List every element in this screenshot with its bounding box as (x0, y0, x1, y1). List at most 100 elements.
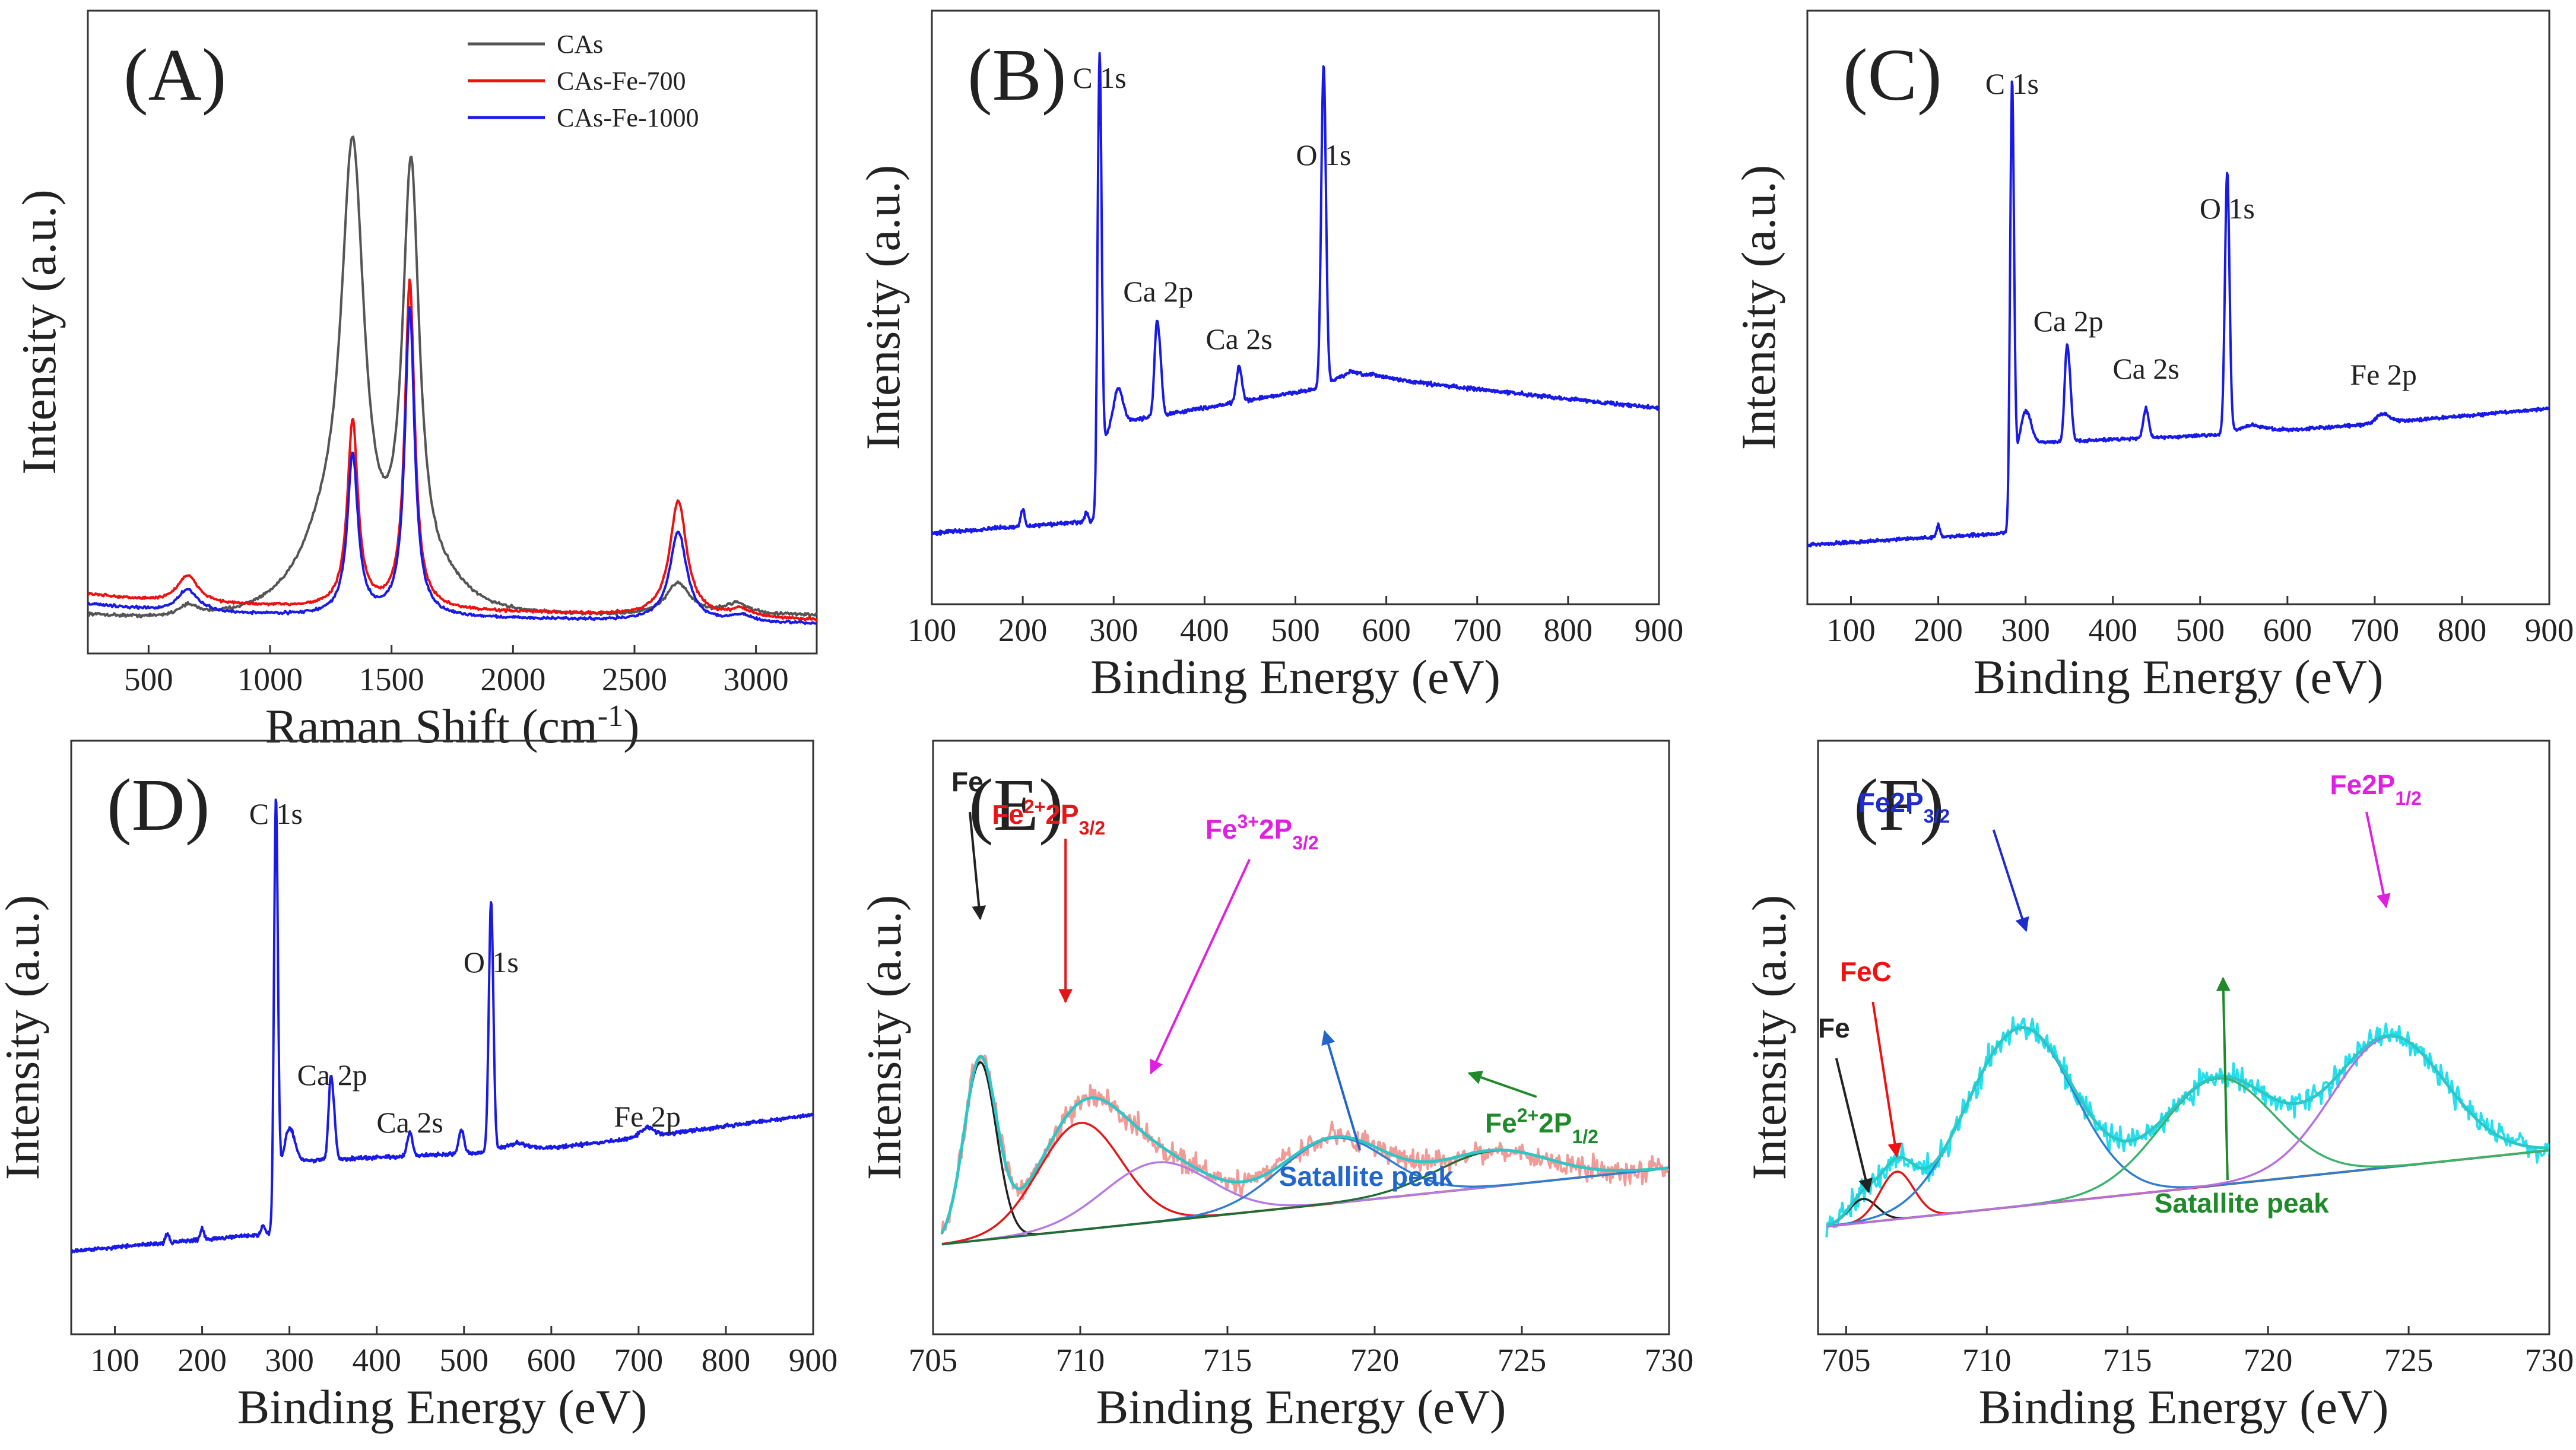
annotation-arrow (1992, 829, 2029, 932)
x-tick-label: 720 (1350, 1342, 1400, 1378)
panel-f: 705 710 715 720 725 730 Binding Energy (eV) Int… (1742, 740, 2574, 1434)
x-tick-label: 500 (2176, 612, 2225, 648)
panel-c: 100 200 300 400 500 600 700 800 900 Binding Energ… (1731, 9, 2574, 704)
panel-a: 500 1000 1500 2000 2500 3000 Raman Shift (cm-1… (12, 9, 818, 753)
axes-frame (1817, 740, 2550, 1335)
panel-label: (F) (1854, 764, 1944, 846)
x-axis-label: Binding Energy (eV) (1979, 1380, 2389, 1434)
panel-label: (B) (967, 34, 1067, 116)
x-tick-label: 715 (2103, 1342, 2152, 1378)
peak-label: Ca 2s (376, 1106, 443, 1139)
x-tick-label: 600 (2263, 612, 2312, 648)
x-tick-label: 500 (440, 1342, 489, 1378)
fit-peak-label: Fe2+2P1/2 (1485, 1105, 1598, 1147)
series-survey (71, 798, 813, 1254)
series-cas-fe-1000 (88, 306, 817, 626)
annotation-arrow (1321, 1030, 1362, 1151)
panel-label: (E) (969, 764, 1064, 846)
legend-entry: CAs-Fe-700 (557, 66, 686, 96)
x-tick-label: 600 (527, 1342, 576, 1378)
x-tick-label: 730 (1645, 1342, 1694, 1378)
series-cas-fe-700 (88, 278, 817, 621)
peak-label: O 1s (1296, 138, 1351, 172)
axes-frame (932, 740, 1670, 1335)
annotation-arrow (1871, 1001, 1902, 1158)
fit-peak-label: Fe (951, 766, 984, 797)
y-axis-label: Intensity (a.u.) (857, 895, 911, 1180)
peak-label: O 1s (464, 945, 519, 979)
panel-d: 100 200 300 400 500 600 700 800 900 Binding Energ… (0, 740, 838, 1434)
x-tick-label: 500 (1271, 612, 1320, 648)
series-survey (932, 52, 1659, 537)
x-tick-label: 1000 (237, 661, 303, 697)
axes-frame (70, 740, 814, 1335)
panel-label: (A) (123, 34, 227, 116)
fit-peak-label: Fe3+2P3/2 (1205, 811, 1319, 853)
x-tick-label: 100 (1826, 612, 1876, 648)
peak-label: Ca 2p (2033, 304, 2104, 338)
x-tick-label: 710 (1056, 1342, 1105, 1378)
panel-label: (C) (1843, 34, 1942, 116)
annotation-arrow (1835, 1058, 1873, 1194)
x-axis-label: Binding Energy (eV) (1974, 650, 2384, 704)
x-tick-label: 400 (2088, 612, 2137, 648)
x-tick-label: 2500 (602, 661, 667, 697)
x-tick-label: 725 (1498, 1342, 1547, 1378)
fit-peak-label: Satallite peak (2155, 1188, 2329, 1219)
x-tick-label: 705 (909, 1342, 958, 1378)
series-envelope (940, 1055, 1668, 1234)
x-tick-label: 725 (2384, 1342, 2434, 1378)
x-tick-label: 400 (352, 1342, 401, 1378)
x-tick-label: 100 (908, 612, 957, 648)
x-axis-label: Binding Energy (eV) (1090, 650, 1500, 704)
y-axis-label: Intensity (a.u.) (1731, 165, 1785, 450)
x-tick-label: 500 (124, 661, 173, 697)
legend-entry: CAs (557, 30, 603, 59)
x-tick-label: 700 (1453, 612, 1502, 648)
x-axis-label: Binding Energy (eV) (237, 1380, 648, 1434)
x-tick-label: 1500 (359, 661, 424, 697)
x-tick-label: 200 (177, 1342, 227, 1378)
x-tick-label: 600 (1362, 612, 1411, 648)
x-tick-label: 730 (2525, 1342, 2574, 1378)
y-axis-label: Intensity (a.u.) (0, 895, 49, 1180)
fit-peak-label: Fe2P1/2 (2330, 769, 2421, 809)
legend: CAs CAs-Fe-700 CAs-Fe-1000 (468, 30, 699, 132)
annotation-arrow (1150, 859, 1251, 1075)
panel-label: (D) (107, 764, 210, 846)
legend-entry: CAs-Fe-1000 (557, 103, 699, 132)
peak-label: Ca 2p (1123, 275, 1193, 308)
series-survey (1807, 80, 2549, 548)
annotation-arrow (969, 811, 986, 921)
x-tick-label: 900 (2525, 612, 2574, 648)
x-tick-label: 705 (1822, 1342, 1871, 1378)
peak-label: C 1s (249, 797, 303, 830)
y-axis-label: Intensity (a.u.) (12, 189, 66, 474)
peak-label: C 1s (1073, 61, 1126, 94)
x-tick-label: 100 (90, 1342, 139, 1378)
x-tick-label: 715 (1203, 1342, 1252, 1378)
x-tick-label: 300 (265, 1342, 314, 1378)
y-axis-label: Intensity (a.u.) (856, 165, 910, 450)
x-tick-label: 300 (1089, 612, 1138, 648)
peak-label: Ca 2s (2112, 352, 2180, 385)
x-tick-label: 800 (2438, 612, 2487, 648)
x-tick-label: 200 (1914, 612, 1963, 648)
x-tick-label: 720 (2244, 1342, 2293, 1378)
fit-peak-label: Fe2P3/2 (1858, 787, 1950, 827)
x-tick-label: 700 (614, 1342, 664, 1378)
y-axis-label: Intensity (a.u.) (1742, 895, 1796, 1180)
series-envelope (1826, 1026, 2549, 1227)
axes-frame (87, 9, 818, 655)
x-tick-label: 900 (789, 1342, 838, 1378)
x-tick-label: 400 (1180, 612, 1229, 648)
axes-frame (1806, 9, 2550, 605)
x-tick-label: 200 (998, 612, 1048, 648)
annotation-arrow (1467, 1070, 1537, 1098)
x-tick-label: 700 (2350, 612, 2400, 648)
fit-peak-label: Fe (1818, 1013, 1850, 1043)
peak-label: Fe 2p (2350, 358, 2417, 391)
series-cas (88, 135, 817, 618)
x-tick-label: 2000 (480, 661, 545, 697)
